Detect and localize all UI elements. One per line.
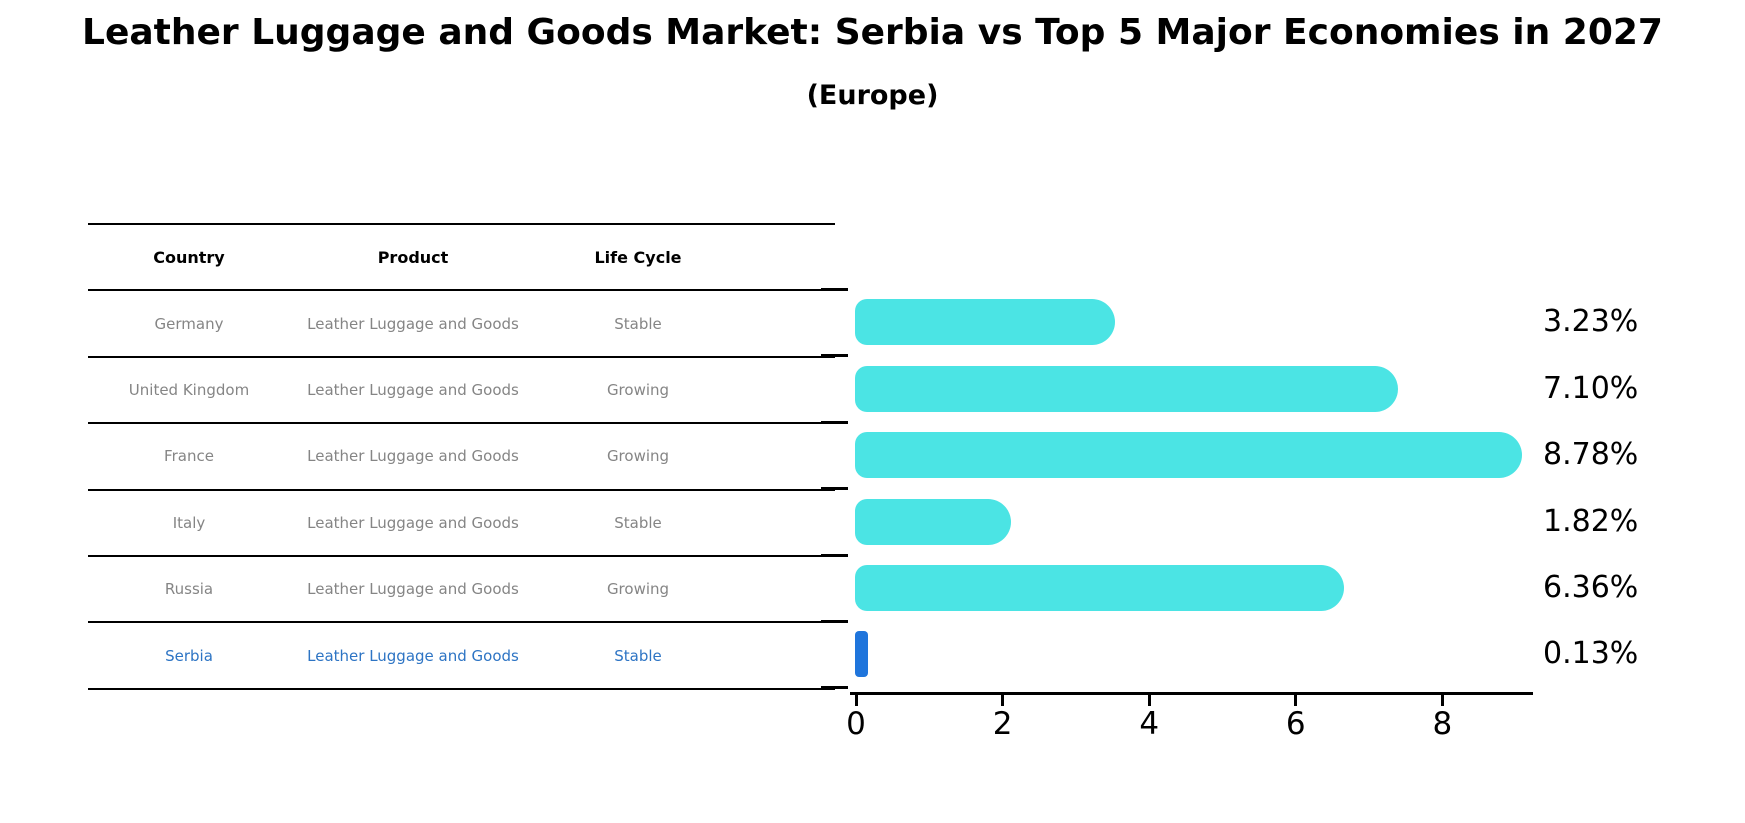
value-label-united-kingdom: 7.10% [1543, 370, 1639, 406]
table-row-united-kingdom: United Kingdom Leather Luggage and Goods G… [88, 355, 835, 422]
table-header-row: Country Product Life Cycle [88, 223, 835, 289]
table-cell-product: Leather Luggage and Goods [307, 314, 519, 333]
y-axis-tick [821, 354, 848, 358]
table-cell-country: Germany [154, 314, 224, 333]
table-cell-product: Leather Luggage and Goods [307, 513, 519, 532]
country-product-table: Country Product Life Cycle Germany Leather L… [88, 223, 835, 690]
y-axis-tick [821, 487, 848, 491]
table-cell-product: Leather Luggage and Goods [307, 646, 519, 665]
bar-italy [855, 498, 1012, 545]
value-label-serbia: 0.13% [1543, 636, 1639, 672]
table-row-italy: Italy Leather Luggage and Goods Stable [88, 488, 835, 555]
table-cell-product: Leather Luggage and Goods [307, 580, 519, 599]
table-cell-country: Serbia [165, 646, 213, 665]
table-cell-life_cycle: Stable [614, 314, 662, 333]
value-label-russia: 6.36% [1543, 570, 1639, 605]
bar-russia [855, 565, 1345, 611]
table-cell-life_cycle: Growing [606, 447, 670, 466]
table-cell-product: Leather Luggage and Goods [307, 380, 519, 399]
y-axis-tick [821, 686, 848, 690]
x-axis-tick-label: 8 [1432, 706, 1453, 742]
table-row-germany: Germany Leather Luggage and Goods Stable [88, 289, 835, 355]
x-axis-tick [854, 695, 858, 706]
value-label-france: 8.78% [1543, 437, 1639, 473]
x-axis-tick [1440, 695, 1444, 706]
bar-france [855, 432, 1522, 479]
table-cell-life_cycle: Stable [614, 513, 662, 532]
table-header-life-cycle: Life Cycle [594, 247, 682, 267]
value-label-germany: 3.23% [1543, 304, 1639, 340]
page-subtitle: (Europe) [806, 80, 939, 111]
table-cell-country: Russia [164, 580, 214, 599]
table-row-serbia: Serbia Leather Luggage and Goods Stable [88, 621, 835, 687]
x-axis-tick [1294, 695, 1298, 706]
table-cell-life_cycle: Growing [606, 580, 670, 599]
x-axis-line [850, 692, 1533, 695]
bar-united-kingdom [855, 365, 1399, 412]
x-axis-tick-label: 0 [846, 706, 866, 742]
table-header-country: Country [153, 247, 225, 267]
x-axis-tick-label: 4 [1139, 706, 1160, 742]
value-label-italy: 1.82% [1543, 503, 1639, 539]
table-cell-country: United Kingdom [128, 380, 250, 399]
y-axis-tick [821, 619, 848, 623]
bar-serbia [855, 631, 868, 678]
table-cell-country: France [164, 447, 214, 466]
table-row-france: France Leather Luggage and Goods Growing [88, 422, 835, 488]
page-title: Leather Luggage and Goods Market: Serbia… [82, 12, 1663, 53]
y-axis-tick [821, 553, 848, 557]
table-cell-life_cycle: Growing [606, 380, 670, 399]
x-axis-tick [1147, 695, 1151, 706]
table-cell-product: Leather Luggage and Goods [307, 447, 519, 466]
x-axis-tick-label: 2 [992, 706, 1013, 742]
x-axis-tick [1001, 695, 1005, 706]
table-header-product: Product [377, 247, 449, 267]
x-axis-tick-label: 6 [1285, 706, 1306, 742]
table-row-russia: Russia Leather Luggage and Goods Growing [88, 554, 835, 621]
bar-germany [855, 299, 1115, 346]
y-axis-tick [821, 420, 848, 424]
y-axis-tick [821, 287, 848, 291]
table-cell-life_cycle: Stable [614, 646, 662, 665]
table-cell-country: Italy [172, 513, 206, 532]
